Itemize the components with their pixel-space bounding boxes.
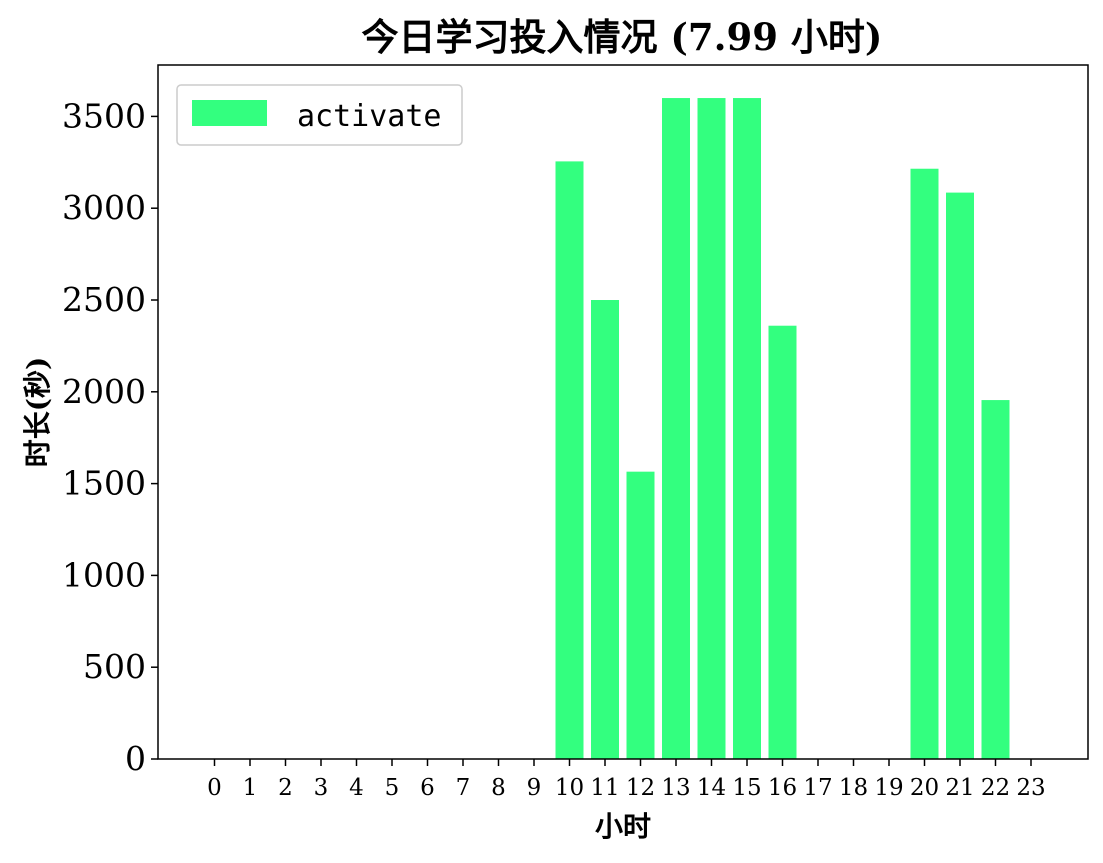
x-tick-label: 23 — [1016, 775, 1045, 801]
y-tick-label: 1000 — [62, 555, 146, 594]
x-tick-label: 7 — [456, 775, 471, 801]
x-axis-label: 小时 — [595, 810, 651, 843]
x-tick-label: 5 — [385, 775, 400, 801]
x-axis-ticks: 0 1 2 3 4 5 6 7 8 9 10 11 12 13 14 15 16 17 18 19 20 21 22 23 — [207, 759, 1046, 801]
y-tick-label: 500 — [83, 647, 146, 686]
y-tick-label: 2000 — [62, 372, 146, 411]
x-tick-label: 11 — [590, 775, 619, 801]
x-tick-label: 14 — [697, 775, 726, 801]
bar-hour-13 — [662, 98, 690, 760]
x-tick-label: 18 — [839, 775, 868, 801]
x-tick-label: 17 — [803, 775, 832, 801]
x-tick-label: 10 — [555, 775, 584, 801]
y-tick-label: 3500 — [62, 96, 146, 135]
bar-hour-14 — [697, 98, 726, 760]
bar-hour-15 — [733, 98, 761, 760]
x-tick-label: 4 — [349, 775, 364, 801]
y-axis-label: 时长(秒) — [21, 357, 54, 468]
legend-label-activate: activate — [297, 99, 442, 134]
y-tick-label: 1500 — [62, 464, 146, 503]
y-tick-label: 0 — [125, 739, 146, 778]
x-tick-label: 0 — [207, 775, 222, 801]
bars-layer — [555, 98, 1010, 760]
x-tick-label: 13 — [661, 775, 690, 801]
x-tick-label: 1 — [243, 775, 258, 801]
x-tick-label: 6 — [420, 775, 435, 801]
x-tick-label: 2 — [278, 775, 293, 801]
bar-hour-16 — [768, 325, 797, 759]
x-tick-label: 15 — [732, 775, 761, 801]
bar-hour-12 — [626, 471, 655, 759]
x-tick-label: 12 — [626, 775, 655, 801]
x-tick-label: 16 — [768, 775, 797, 801]
chart-title: 今日学习投入情况 (7.99 小时) — [362, 15, 883, 59]
legend-swatch-activate — [192, 100, 267, 126]
bar-hour-22 — [981, 400, 1010, 759]
bar-hour-11 — [591, 300, 619, 759]
x-tick-label: 3 — [314, 775, 329, 801]
y-tick-label: 3000 — [62, 188, 146, 227]
y-tick-label: 2500 — [62, 280, 146, 319]
x-tick-label: 19 — [874, 775, 903, 801]
bar-hour-10 — [555, 161, 584, 759]
bar-hour-21 — [946, 192, 974, 760]
x-tick-label: 21 — [945, 775, 974, 801]
x-tick-label: 20 — [910, 775, 939, 801]
x-tick-label: 8 — [491, 775, 506, 801]
x-tick-label: 22 — [981, 775, 1010, 801]
x-tick-label: 9 — [527, 775, 542, 801]
legend: activate — [176, 84, 463, 146]
plot-frame — [157, 64, 1089, 760]
y-axis-ticks: 0 500 1000 1500 2000 2500 3000 3500 — [62, 96, 158, 778]
bar-hour-20 — [910, 168, 939, 760]
